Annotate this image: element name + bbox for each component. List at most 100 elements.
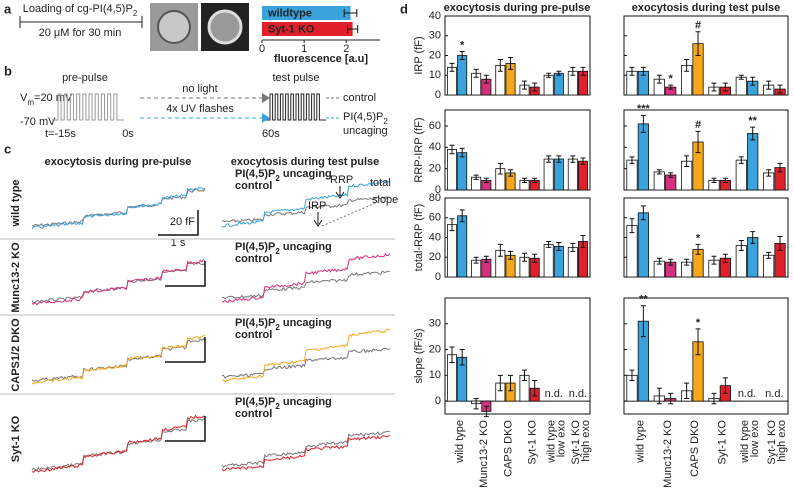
subscript: 2 xyxy=(275,247,280,256)
text-part: PI(4,5)P xyxy=(343,111,383,123)
error-bar xyxy=(722,253,728,263)
scale-bar xyxy=(165,337,206,363)
error-bar xyxy=(695,31,701,56)
scale-label: 1 s xyxy=(171,237,186,249)
error-bar xyxy=(629,66,635,76)
text-part: uncaging xyxy=(280,396,332,408)
error-bar xyxy=(508,56,514,70)
arrow xyxy=(335,186,345,199)
trace xyxy=(221,347,391,379)
plot-frame xyxy=(623,109,789,191)
y-tick-label: 20 xyxy=(429,251,441,263)
x-tick-label: low exo xyxy=(749,420,761,457)
bar xyxy=(457,215,468,278)
error-bar xyxy=(640,305,646,338)
legend-entry: PI(4,5)P2 uncaging xyxy=(235,317,332,332)
error-bar xyxy=(483,74,489,84)
annotation: * xyxy=(696,317,701,329)
plot-frame xyxy=(623,297,789,415)
x-tick-label: Syt-1 KO xyxy=(526,420,538,465)
error-bar xyxy=(580,235,586,248)
panel-label: a xyxy=(4,1,12,16)
error-bar xyxy=(711,392,717,405)
bar xyxy=(553,245,564,278)
label: Vm=20 mV xyxy=(20,92,73,107)
text-part: PI(4,5)P xyxy=(235,317,275,329)
arrow xyxy=(313,212,323,227)
error-bar xyxy=(668,392,674,405)
bar xyxy=(735,159,747,191)
error-bar xyxy=(711,82,717,92)
bar xyxy=(543,74,554,96)
y-tick-label: 20 xyxy=(429,343,441,355)
x-tick-label: Syt-1 KO xyxy=(717,420,729,465)
y-tick-label: 60 xyxy=(429,120,441,132)
annotation: n.d. xyxy=(569,388,587,400)
subscript: 2 xyxy=(275,402,280,411)
error-bar xyxy=(656,169,662,175)
error-bar xyxy=(750,231,756,244)
label: uncaging xyxy=(343,125,388,137)
arrowhead xyxy=(262,93,270,103)
error-bar xyxy=(570,66,576,76)
y-axis-label: slope (fF/s) xyxy=(413,328,425,383)
trace xyxy=(31,188,206,227)
x-axis-label: fluorescence [a.u] xyxy=(274,53,368,65)
error-bar xyxy=(508,250,514,260)
error-bar xyxy=(684,155,690,168)
error-bar xyxy=(668,84,674,90)
error-bar xyxy=(580,157,586,165)
error-bar xyxy=(473,68,479,78)
error-bar xyxy=(556,70,562,76)
error-bar xyxy=(656,74,662,84)
row-label: wild type xyxy=(10,179,22,227)
error-bar xyxy=(640,66,646,76)
error-bar xyxy=(711,177,717,184)
annotation: * xyxy=(696,232,701,244)
annotation: ** xyxy=(639,294,648,306)
x-tick-label: Syt-1 KO xyxy=(766,420,778,465)
error-bar xyxy=(473,174,479,180)
error-bar xyxy=(497,243,503,257)
bar xyxy=(735,76,747,96)
error-bar xyxy=(684,382,690,400)
trace xyxy=(221,196,391,223)
pulse-train xyxy=(52,93,124,121)
error-bar xyxy=(777,162,783,173)
x-tick-label: high exo xyxy=(580,420,592,462)
bar xyxy=(446,149,457,191)
x-tick-label: low exo xyxy=(556,420,568,457)
label: -70 mV xyxy=(20,116,56,128)
text-part: uncaging xyxy=(280,241,332,253)
row-label: CAPS1/2 DKO xyxy=(10,318,22,392)
error-bar xyxy=(546,155,552,163)
error-bar xyxy=(629,218,635,234)
error-bar xyxy=(532,82,538,92)
label: Loading of cg-PI(4,5)P2 xyxy=(23,3,138,18)
bar xyxy=(578,160,589,191)
error-bar xyxy=(711,255,717,265)
error-bar xyxy=(521,252,527,262)
y-tick-label: 10 xyxy=(429,369,441,381)
label: 0s xyxy=(122,128,134,140)
error-bar xyxy=(497,374,503,392)
panel-label: c xyxy=(4,141,11,156)
row-label: Munc13-2 KO xyxy=(10,242,22,313)
error-bar xyxy=(546,72,552,78)
y-tick-label: 0 xyxy=(435,89,441,101)
y-tick-label: 0 xyxy=(435,184,441,196)
y-axis-label: IRP (fF) xyxy=(413,36,425,74)
y-tick-label: 0 xyxy=(435,395,441,407)
y-axis-label: total-RRP (fF) xyxy=(413,204,425,272)
row-label: Syt-1 KO xyxy=(10,415,22,462)
text-part: uncaging xyxy=(280,168,332,180)
bar xyxy=(653,171,665,191)
annotation: # xyxy=(695,20,701,32)
error-bar xyxy=(521,80,527,90)
legend-entry: PI(4,5)P2 uncaging xyxy=(235,396,332,411)
error-bar xyxy=(521,369,527,381)
bar xyxy=(553,72,564,96)
plot-frame xyxy=(444,297,591,415)
subscript: 2 xyxy=(383,117,388,126)
